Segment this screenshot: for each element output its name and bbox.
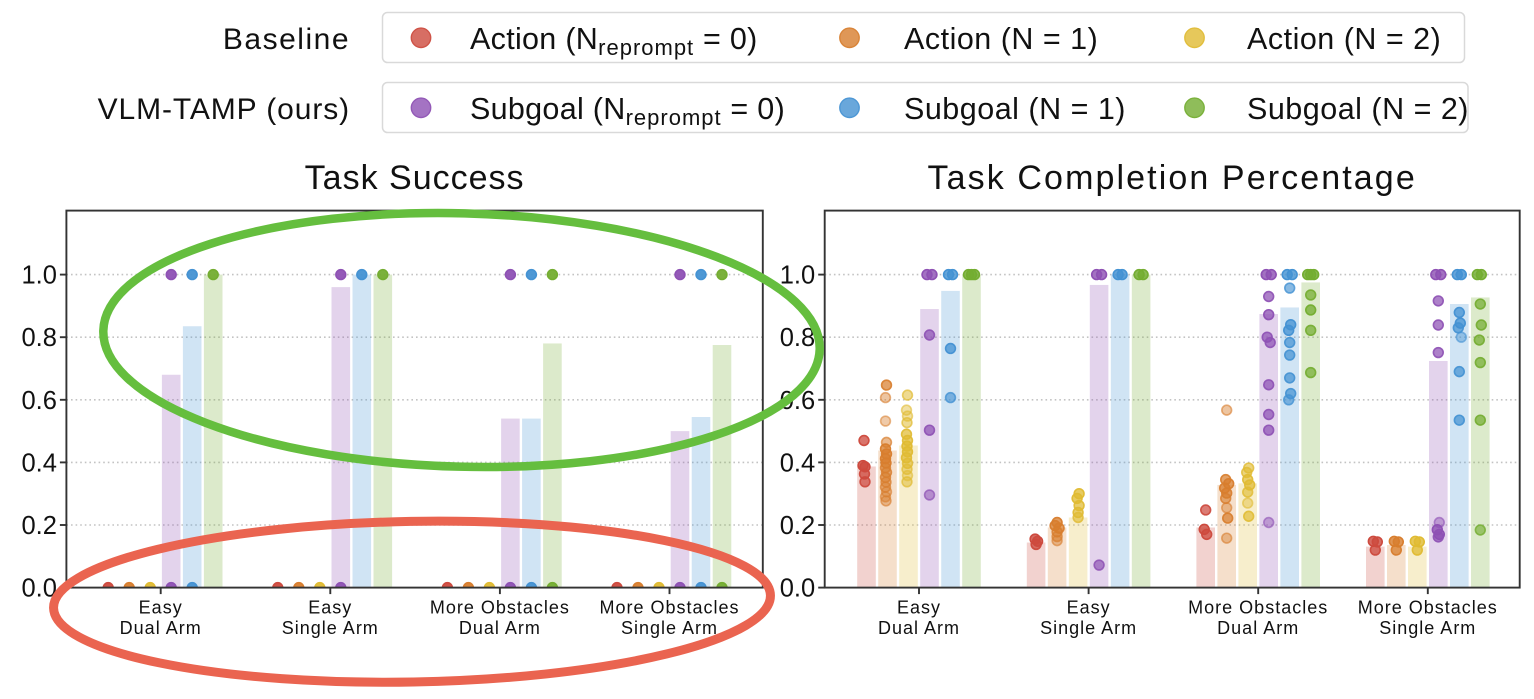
svg-text:1.0: 1.0 xyxy=(780,262,815,290)
svg-text:Task Completion Percentage: Task Completion Percentage xyxy=(928,159,1417,197)
svg-text:Easy: Easy xyxy=(308,598,352,618)
svg-text:Easy: Easy xyxy=(1067,598,1111,618)
svg-text:0.0: 0.0 xyxy=(21,575,56,603)
svg-text:Single Arm: Single Arm xyxy=(621,618,718,638)
svg-text:Dual Arm: Dual Arm xyxy=(878,618,960,638)
svg-text:Dual Arm: Dual Arm xyxy=(120,618,202,638)
svg-text:0.4: 0.4 xyxy=(21,449,56,477)
svg-text:Subgoal (N = 1): Subgoal (N = 1) xyxy=(904,92,1126,126)
svg-text:Single Arm: Single Arm xyxy=(282,618,379,638)
svg-text:0.0: 0.0 xyxy=(780,575,815,603)
svg-text:Baseline: Baseline xyxy=(223,23,350,56)
svg-text:Single Arm: Single Arm xyxy=(1040,618,1137,638)
svg-text:Subgoal (N = 2): Subgoal (N = 2) xyxy=(1247,92,1469,126)
svg-text:More Obstacles: More Obstacles xyxy=(599,598,739,618)
svg-text:0.2: 0.2 xyxy=(780,512,815,540)
svg-text:VLM-TAMP (ours): VLM-TAMP (ours) xyxy=(98,93,350,126)
svg-text:0.2: 0.2 xyxy=(21,512,56,540)
svg-text:More Obstacles: More Obstacles xyxy=(1358,598,1498,618)
svg-text:Easy: Easy xyxy=(897,598,941,618)
svg-text:More Obstacles: More Obstacles xyxy=(1188,598,1328,618)
svg-text:Subgoal (Nreprompt = 0): Subgoal (Nreprompt = 0) xyxy=(470,92,785,130)
svg-text:Action (Nreprompt = 0): Action (Nreprompt = 0) xyxy=(470,22,758,60)
svg-text:Action (N = 1): Action (N = 1) xyxy=(904,22,1098,56)
svg-text:Single Arm: Single Arm xyxy=(1379,618,1476,638)
svg-text:Dual Arm: Dual Arm xyxy=(459,618,541,638)
svg-text:More Obstacles: More Obstacles xyxy=(430,598,570,618)
svg-text:1.0: 1.0 xyxy=(21,262,56,290)
svg-text:0.8: 0.8 xyxy=(21,324,56,352)
svg-text:Task Success: Task Success xyxy=(305,159,525,197)
svg-text:Dual Arm: Dual Arm xyxy=(1217,618,1299,638)
svg-text:0.6: 0.6 xyxy=(21,387,56,415)
svg-text:0.8: 0.8 xyxy=(780,324,815,352)
svg-text:Easy: Easy xyxy=(139,598,183,618)
svg-text:Action (N = 2): Action (N = 2) xyxy=(1247,22,1441,56)
svg-text:0.4: 0.4 xyxy=(780,449,815,477)
